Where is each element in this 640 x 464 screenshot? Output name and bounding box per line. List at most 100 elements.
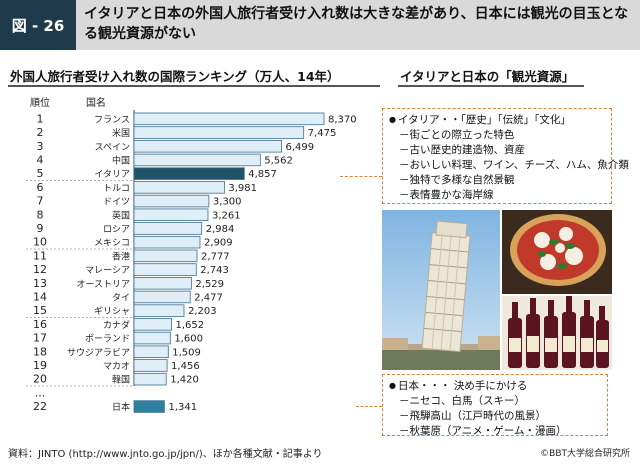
country-label: 香港 <box>112 250 130 262</box>
country-label: 英国 <box>112 209 130 221</box>
country-label: ギリシャ <box>94 306 130 317</box>
value-label: 3,981 <box>228 183 257 194</box>
japan-resource-item: －秋葉原（アニメ・ゲーム・漫画） <box>399 425 567 437</box>
country-label: 米国 <box>112 127 130 139</box>
leaning-tower-photo <box>382 210 500 370</box>
country-column-header: 国名 <box>86 96 106 109</box>
bar <box>133 263 197 276</box>
rank-label: 18 <box>33 345 47 358</box>
bar <box>133 304 185 317</box>
japan-resources-box: 日本・・・ 決め手にかける －ニセコ、白馬（スキー） －飛騨高山（江戸時代の風景… <box>382 374 608 437</box>
rank-label: 4 <box>37 153 44 166</box>
rank-label: 12 <box>33 263 47 276</box>
pizza-photo <box>502 210 612 294</box>
rank-label: 17 <box>33 332 47 345</box>
value-label: 1,341 <box>168 402 197 413</box>
rank-label: … <box>35 386 46 399</box>
rank-label: 11 <box>33 249 47 262</box>
country-label: 韓国 <box>112 375 130 386</box>
bar <box>133 167 245 180</box>
italy-resource-item: －独特で多様な自然景観 <box>399 174 515 186</box>
rank-label: 20 <box>33 373 47 386</box>
value-label: 2,984 <box>206 224 235 235</box>
country-label: メキシコ <box>94 239 130 249</box>
italy-connector-line <box>340 176 382 177</box>
rank-label: 1 <box>37 112 44 125</box>
rank-label: 10 <box>33 236 47 249</box>
ranking-bar-chart: 順位 国名 1 フランス 8,370 2 米国 7,475 3 スペイン 6,499 4 中国 5,562… <box>26 96 357 413</box>
japan-resources-head: 日本・・・ 決め手にかける <box>389 378 601 394</box>
italy-resource-item: －街ごとの際立った特色 <box>399 129 515 141</box>
value-label: 3,261 <box>212 210 241 221</box>
rank-label: 19 <box>33 359 47 372</box>
bar <box>133 194 210 208</box>
rank-label: 2 <box>37 126 44 139</box>
country-label: ポーランド <box>85 334 130 345</box>
value-label: 2,909 <box>204 238 233 249</box>
rank-label: 13 <box>33 277 47 290</box>
bar <box>133 359 168 372</box>
rank-label: 8 <box>37 208 44 221</box>
value-label: 2,477 <box>194 292 223 303</box>
bar <box>133 222 203 235</box>
country-label: マレーシア <box>85 266 130 276</box>
italy-resource-item: －表情豊かな海岸線 <box>399 189 494 201</box>
value-label: 1,456 <box>171 361 200 372</box>
figure-label: 図 - 26 <box>0 0 76 50</box>
bar <box>133 112 325 126</box>
country-label: ロシア <box>103 225 130 235</box>
header-bar: 図 - 26 イタリアと日本の外国人旅行者受け入れ数は大きな差があり、日本には観… <box>0 0 640 50</box>
country-label: スペイン <box>95 143 130 153</box>
bar <box>133 276 192 290</box>
country-label: フランス <box>94 114 130 125</box>
country-label: 日本 <box>112 401 130 413</box>
value-label: 2,777 <box>201 251 230 262</box>
rank-label: 16 <box>33 318 47 331</box>
value-label: 1,652 <box>176 320 205 331</box>
value-label: 1,509 <box>172 347 201 358</box>
country-label: マカオ <box>103 361 130 372</box>
rank-column-header: 順位 <box>30 96 50 109</box>
value-label: 1,600 <box>174 334 203 345</box>
bar <box>133 372 167 386</box>
italy-resources-head: イタリア・・「歴史」「伝統」「文化」 <box>389 112 605 128</box>
page-title: イタリアと日本の外国人旅行者受け入れ数は大きな差があり、日本には観光の目玉となる… <box>84 6 629 42</box>
country-label: イタリア <box>94 169 130 180</box>
bar <box>133 331 171 345</box>
bar <box>133 140 282 153</box>
italy-resource-item: －おいしい料理、ワイン、チーズ、ハム、魚介類 <box>399 159 629 171</box>
rank-label: 5 <box>37 167 44 180</box>
bar <box>133 290 191 304</box>
bar <box>133 318 172 331</box>
bar <box>133 235 201 249</box>
rank-label: 14 <box>33 290 47 303</box>
bar <box>133 126 305 139</box>
rank-label: 3 <box>37 140 44 153</box>
copyright-note: ©BBT大学総合研究所 <box>540 449 630 459</box>
japan-resource-item: －ニセコ、白馬（スキー） <box>399 395 525 407</box>
value-label: 2,529 <box>195 279 224 290</box>
bar <box>133 208 209 222</box>
country-label: オーストリア <box>76 279 130 290</box>
bar <box>133 345 169 358</box>
resources-section-title: イタリアと日本の「観光資源」 <box>400 69 575 84</box>
bar <box>133 400 165 413</box>
italy-resource-item: －古い歴史的建造物、資産 <box>399 144 525 156</box>
country-label: サウジアラビア <box>67 347 130 358</box>
value-label: 5,562 <box>264 155 293 166</box>
value-label: 2,203 <box>188 306 217 317</box>
rank-label: 6 <box>37 181 44 194</box>
rank-label: 22 <box>33 400 47 413</box>
country-label: トルコ <box>103 184 130 194</box>
resources-title-underline <box>398 85 584 87</box>
value-label: 1,420 <box>170 375 199 386</box>
bar <box>133 249 198 263</box>
value-label: 8,370 <box>328 114 357 125</box>
source-note: 資料：JINTO (http://www.jnto.go.jp/jpn/)、ほか… <box>8 449 323 460</box>
rank-label: 15 <box>33 304 47 317</box>
ranking-title-underline <box>8 85 380 87</box>
value-label: 3,300 <box>213 197 242 208</box>
country-label: 中国 <box>112 154 130 166</box>
japan-resource-item: －飛騨高山（江戸時代の風景） <box>399 410 546 422</box>
value-label: 4,857 <box>248 169 277 180</box>
